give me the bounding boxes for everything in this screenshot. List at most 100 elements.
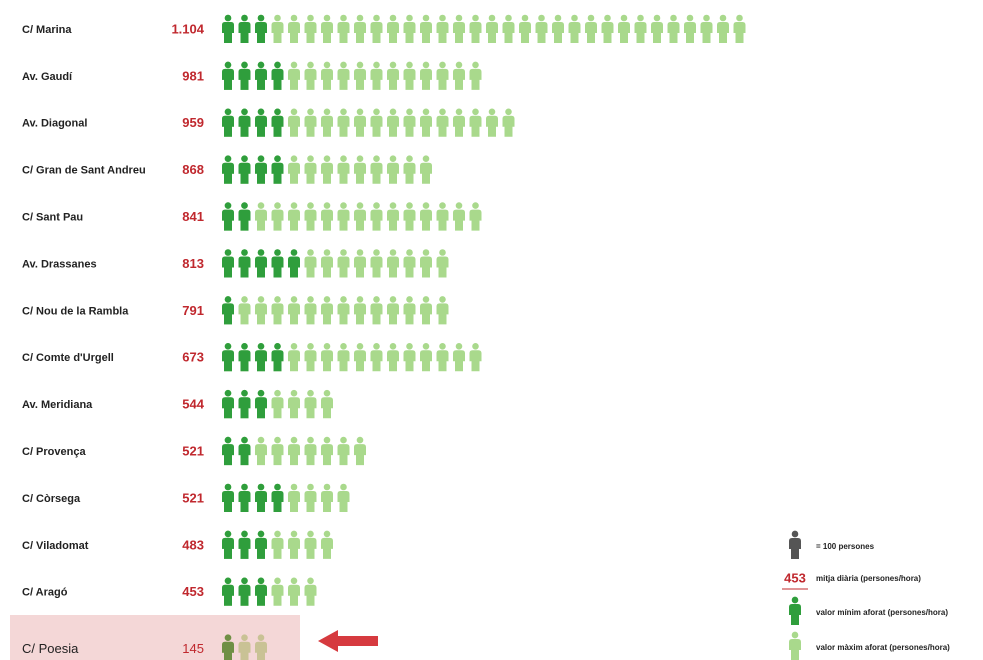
person-icon <box>354 342 366 372</box>
person-icon <box>304 249 317 278</box>
person-icon <box>354 202 366 231</box>
person-icon <box>387 202 399 231</box>
person-icon <box>453 108 465 137</box>
icon-group <box>222 61 482 90</box>
legend-icon <box>789 530 801 559</box>
person-icon <box>321 202 333 231</box>
person-icon <box>321 61 333 90</box>
person-icon <box>469 108 482 137</box>
person-icon <box>304 108 317 137</box>
person-icon <box>271 155 284 184</box>
person-icon <box>222 436 234 466</box>
person-icon <box>568 14 581 43</box>
person-icon <box>222 202 234 231</box>
row-label: C/ Gran de Sant Andreu <box>22 165 146 177</box>
person-icon <box>337 436 350 466</box>
person-icon <box>436 14 449 43</box>
person-icon <box>420 108 432 137</box>
person-icon <box>519 14 531 43</box>
person-icon <box>420 296 432 325</box>
person-icon <box>271 61 284 90</box>
person-icon <box>288 389 300 419</box>
icon-group <box>222 634 234 660</box>
person-icon <box>354 108 366 137</box>
person-icon <box>304 577 317 606</box>
person-icon <box>403 155 416 184</box>
person-icon <box>238 61 251 90</box>
person-icon <box>222 483 234 512</box>
icon-group <box>222 389 267 419</box>
person-icon <box>255 14 267 43</box>
row-label: C/ Comte d'Urgell <box>22 352 114 364</box>
icon-group <box>222 155 432 184</box>
person-icon <box>271 108 284 137</box>
person-icon <box>271 14 284 43</box>
person-icon <box>238 14 251 43</box>
person-icon <box>255 389 267 419</box>
person-icon <box>304 61 317 90</box>
icon-group <box>222 577 317 606</box>
legend-label: valor mínim aforat (persones/hora) <box>816 608 948 617</box>
legend-label: valor màxim aforat (persones/hora) <box>816 643 950 652</box>
person-icon <box>420 14 432 43</box>
person-icon <box>436 61 449 90</box>
person-icon <box>486 14 498 43</box>
person-icon <box>304 296 317 325</box>
person-icon <box>321 483 333 512</box>
person-icon <box>403 342 416 372</box>
mean-value: 868 <box>182 162 204 177</box>
icon-group <box>222 61 284 90</box>
person-icon <box>288 436 300 466</box>
icon-group <box>222 296 234 325</box>
mean-value: 1.104 <box>171 21 204 36</box>
person-icon <box>337 342 350 372</box>
person-icon <box>255 436 267 466</box>
person-icon <box>618 14 630 43</box>
person-icon <box>255 634 267 660</box>
person-icon <box>337 202 350 231</box>
person-icon <box>222 14 234 43</box>
person-icon <box>337 249 350 278</box>
person-icon <box>238 296 251 325</box>
person-icon <box>535 14 548 43</box>
person-icon <box>222 389 234 419</box>
person-icon <box>387 14 399 43</box>
person-icon <box>453 342 465 372</box>
person-icon <box>271 530 284 559</box>
person-icon <box>271 202 284 231</box>
legend-label: mitja diària (persones/hora) <box>816 574 921 583</box>
icon-group <box>222 483 284 512</box>
icon-group <box>222 577 267 606</box>
person-icon <box>337 108 350 137</box>
person-icon <box>321 389 333 419</box>
person-icon <box>354 14 366 43</box>
person-icon <box>585 14 597 43</box>
person-icon <box>387 296 399 325</box>
person-icon <box>321 436 333 466</box>
person-icon <box>238 483 251 512</box>
person-icon <box>436 249 449 278</box>
person-icon <box>403 14 416 43</box>
person-icon <box>370 296 383 325</box>
person-icon <box>255 249 267 278</box>
person-icon <box>238 577 251 606</box>
mean-value: 453 <box>182 584 204 599</box>
row-label: Av. Drassanes <box>22 258 97 270</box>
person-icon <box>370 14 383 43</box>
person-icon <box>238 436 251 466</box>
person-icon <box>288 342 300 372</box>
person-icon <box>238 634 251 660</box>
person-icon <box>354 155 366 184</box>
person-icon <box>271 296 284 325</box>
person-icon <box>304 14 317 43</box>
person-icon <box>420 202 432 231</box>
person-icon <box>288 249 300 278</box>
person-icon <box>271 342 284 372</box>
person-icon <box>420 155 432 184</box>
person-icon <box>271 436 284 466</box>
person-icon <box>684 14 696 43</box>
person-icon <box>238 202 251 231</box>
mean-value: 483 <box>182 537 204 552</box>
icon-group <box>222 155 284 184</box>
